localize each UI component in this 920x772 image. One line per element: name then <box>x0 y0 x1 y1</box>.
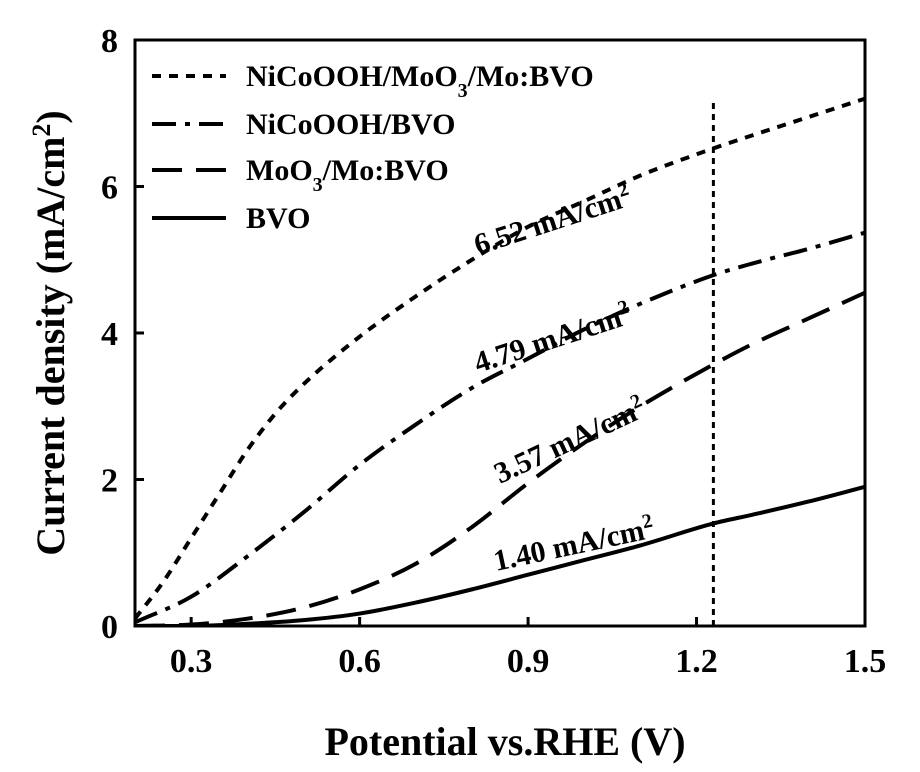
x-tick-label: 1.5 <box>844 643 887 680</box>
x-tick-label: 0.9 <box>507 643 550 680</box>
y-tick-label: 2 <box>101 463 118 500</box>
x-tick-label: 1.2 <box>675 643 718 680</box>
x-axis-title: Potential vs.RHE (V) <box>324 719 685 764</box>
plot-frame <box>135 40 865 626</box>
legend: NiCoOOH/MoO3/Mo:BVO NiCoOOH/BVO MoO3/Mo:BV… <box>152 60 594 235</box>
x-tick-label: 0.3 <box>170 643 213 680</box>
y-tick-label: 0 <box>101 609 118 646</box>
annotation-nicoooh-bvo: 4.79 mA/cm2 <box>469 296 635 380</box>
annotation-layer: 6.52 mA/cm2 4.79 mA/cm2 3.57 mA/cm2 1.40 mA… <box>469 178 657 578</box>
legend-label-moo3-mo-bvo: MoO3/Mo:BVO <box>246 154 449 196</box>
annotation-bvo: 1.40 mA/cm2 <box>490 510 657 578</box>
y-axis-title: Current density (mA/cm2) <box>27 110 74 556</box>
x-tick-label: 0.6 <box>338 643 381 680</box>
legend-label-bvo: BVO <box>246 202 310 235</box>
annotation-moo3-mo-bvo: 3.57 mA/cm2 <box>488 390 651 491</box>
y-tick-label: 8 <box>101 23 118 60</box>
legend-label-nicoooh-moo3-mo-bvo: NiCoOOH/MoO3/Mo:BVO <box>246 60 594 102</box>
annotation-nicoooh-moo3-mo-bvo: 6.52 mA/cm2 <box>469 178 635 262</box>
legend-label-nicoooh-bvo: NiCoOOH/BVO <box>246 108 455 141</box>
y-tick-label: 4 <box>101 316 118 353</box>
y-tick-label: 6 <box>101 170 118 207</box>
